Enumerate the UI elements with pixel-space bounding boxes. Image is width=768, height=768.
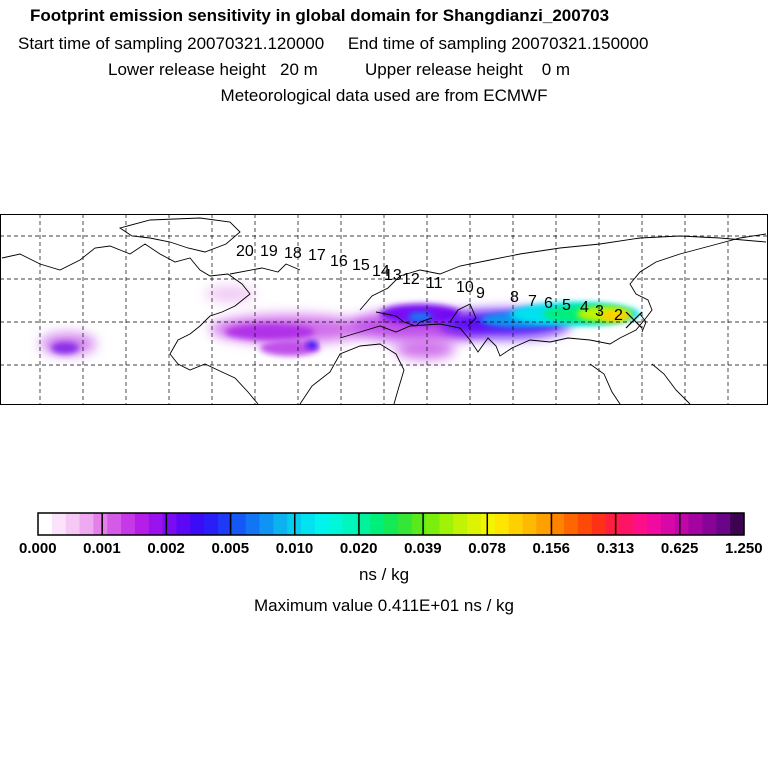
colorbar-cell [730,513,745,535]
colorbar-cell [550,513,565,535]
map-frame [0,214,768,405]
colorbar-cell [314,513,330,535]
colorbar-cell [647,513,662,535]
colorbar-tick-label: 0.313 [596,540,635,557]
colorbar-cell [162,513,178,535]
trajectory-label-14: 14 [372,263,390,280]
colorbar-cell [522,513,537,535]
met-data-source: Meteorological data used are from ECMWF [220,86,548,105]
colorbar [37,512,745,536]
colorbar-cell [51,513,67,535]
trajectory-label-6: 6 [544,295,553,312]
colorbar-cell [536,513,551,535]
receptor-marker [625,311,643,329]
trajectory-label-5: 5 [562,297,571,314]
colorbar-tick-label: 0.005 [211,540,250,557]
colorbar-cell [564,513,579,535]
colorbar-cell [633,513,648,535]
lower-release-height: Lower release height 20 m [108,60,318,79]
colorbar-cell [605,513,621,535]
lat-lon-grid [0,214,768,404]
colorbar-cell [217,513,233,535]
colorbar-cell [121,513,136,535]
trajectory-label-9: 9 [476,285,485,302]
start-time: Start time of sampling 20070321.120000 [18,34,325,53]
trajectory-label-3: 3 [595,303,604,320]
upper-release-height: Upper release height 0 m [365,60,571,79]
colorbar-cell [301,513,316,535]
colorbar-cell [273,513,288,535]
trajectory-label-16: 16 [330,253,348,270]
colorbar-cell [660,513,676,535]
colorbar-cell [190,513,205,535]
plot-title: Footprint emission sensitivity in global… [30,6,610,25]
colorbar-unit: ns / kg [358,565,410,584]
end-time: End time of sampling 20070321.150000 [347,34,649,53]
colorbar-cell [148,513,164,535]
colorbar-cell [453,513,468,535]
trajectory-label-8: 8 [510,289,519,306]
release-heights: Lower release height 20 m Upper release … [108,60,570,80]
colorbar-cell [439,513,454,535]
colorbar-cell [259,513,274,535]
colorbar-cell [38,513,53,535]
trajectory-label-11: 11 [426,275,443,292]
colorbar-cell [134,513,150,535]
colorbar-tick-label: 0.078 [468,540,506,557]
trajectory-label-18: 18 [284,245,302,262]
trajectory-label-20: 20 [236,243,254,260]
colorbar-cell [425,513,441,535]
colorbar-cell [107,513,122,535]
colorbar-cell [577,513,593,535]
colorbar-tick-label: 0.002 [147,540,185,557]
colorbar-cell [93,513,108,535]
colorbar-cell [328,513,344,535]
colorbar-cell [176,513,191,535]
colorbar-cell [79,513,94,535]
colorbar-tick-label: 0.020 [339,540,378,557]
colorbar-cell [356,513,371,535]
colorbar-tick-label: 1.250 [725,540,763,557]
colorbar-cell [384,513,399,535]
trajectory-label-7: 7 [528,293,537,310]
colorbar-tick-label: 0.156 [532,540,570,557]
colorbar-cell [397,513,413,535]
colorbar-tick-label: 0.000 [19,540,57,557]
colorbar-cell [467,513,482,535]
colorbar-cell [342,513,357,535]
colorbar-cell [508,513,524,535]
colorbar-cell [370,513,385,535]
sampling-times: Start time of sampling 20070321.120000 E… [18,34,648,54]
colorbar-cell [716,513,731,535]
colorbar-tick-label: 0.625 [660,540,699,557]
colorbar-cell [674,513,690,535]
colorbar-tick-label: 0.001 [83,540,121,557]
trajectory-label-12: 12 [402,271,420,288]
colorbar-tick-label: 0.039 [404,540,442,557]
colorbar-cell [231,513,247,535]
colorbar-cell [204,513,219,535]
colorbar-cell [494,513,510,535]
colorbar-cell [702,513,717,535]
trajectory-label-4: 4 [580,299,589,316]
trajectory-label-15: 15 [352,257,370,274]
colorbar-cell [591,513,607,535]
colorbar-cell [688,513,704,535]
colorbar-cell [245,513,261,535]
maximum-value: Maximum value 0.411E+01 ns / kg [253,596,514,615]
trajectory-label-2: 2 [614,307,623,324]
trajectory-label-17: 17 [308,247,326,264]
coastlines [1,217,767,405]
trajectory-label-10: 10 [456,279,474,296]
colorbar-tick-label: 0.010 [275,540,314,557]
colorbar-cell [65,513,81,535]
colorbar-cell [480,513,496,535]
colorbar-cell [619,513,634,535]
trajectory-label-13: 13 [384,267,402,284]
colorbar-cell [411,513,427,535]
trajectory-label-19: 19 [260,243,278,260]
